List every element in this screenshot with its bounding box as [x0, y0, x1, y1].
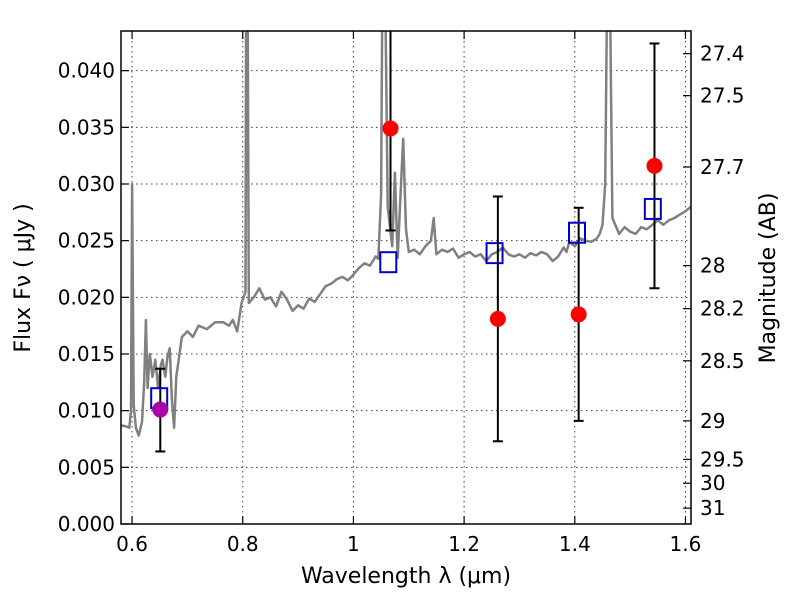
- observed-photometry-point: [570, 306, 587, 323]
- magnitude-tick-label: 27.5: [700, 84, 745, 108]
- y-axis-right-label: Magnitude (AB): [756, 193, 781, 364]
- observed-photometry-point: [489, 310, 506, 327]
- x-tick-label: 0.6: [116, 532, 148, 556]
- y-tick-label: 0.015: [58, 342, 115, 366]
- magnitude-tick-label: 28.5: [700, 349, 745, 373]
- magnitude-tick-label: 29: [700, 409, 725, 433]
- observed-photometry-point: [646, 157, 663, 174]
- x-tick-label: 1.6: [670, 532, 702, 556]
- x-tick-label: 1.4: [559, 532, 591, 556]
- y-tick-label: 0.000: [58, 512, 115, 536]
- y-tick-label: 0.035: [58, 115, 115, 139]
- magnitude-tick-label: 28.2: [700, 297, 745, 321]
- y-tick-label: 0.030: [58, 172, 115, 196]
- magnitude-tick-label: 30: [700, 471, 725, 495]
- series-layer: [121, 31, 691, 453]
- model-photometry-square: [568, 221, 586, 244]
- y-tick-label: 0.020: [58, 285, 115, 309]
- x-tick-label: 1: [347, 532, 360, 556]
- x-tick-label: 1.2: [448, 532, 480, 556]
- template-spectrum-line: [121, 31, 691, 437]
- tick-labels: 0.6 0.8 1 1.2 1.4 1.6 0.000 0.005 0.010 0.015 0.02…: [58, 42, 745, 556]
- model-photometry-square: [643, 197, 662, 220]
- model-photometry-square: [485, 242, 504, 265]
- magnitude-tick-label: 27.7: [700, 155, 745, 179]
- observed-photometry-point: [382, 120, 399, 137]
- magnitude-tick-label: 29.5: [700, 447, 745, 471]
- magnitude-tick-label: 27.4: [700, 42, 745, 66]
- axis-ticks: [121, 31, 691, 525]
- model-photometry-square: [379, 251, 398, 274]
- magnitude-tick-label: 28: [700, 254, 725, 278]
- magnitude-tick-label: 31: [700, 496, 725, 520]
- y-tick-label: 0.005: [58, 455, 115, 479]
- x-tick-label: 0.8: [227, 532, 259, 556]
- plot-frame: [120, 30, 692, 525]
- y-tick-label: 0.040: [58, 59, 115, 83]
- y-tick-label: 0.025: [58, 229, 115, 253]
- x-axis-label: Wavelength λ (μm): [301, 564, 511, 589]
- observed-photometry-point: [152, 401, 169, 418]
- y-axis-label: Flux Fν ( μJy ): [11, 203, 36, 352]
- y-tick-label: 0.010: [58, 399, 115, 423]
